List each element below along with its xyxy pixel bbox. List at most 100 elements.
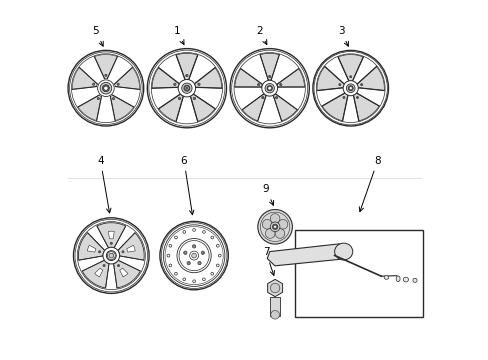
Circle shape	[347, 86, 352, 91]
Circle shape	[191, 253, 196, 258]
Circle shape	[105, 75, 106, 76]
Circle shape	[343, 81, 358, 96]
Polygon shape	[267, 279, 282, 297]
Circle shape	[169, 264, 171, 267]
Circle shape	[198, 261, 201, 265]
Circle shape	[174, 84, 175, 85]
Polygon shape	[322, 93, 347, 121]
Circle shape	[102, 85, 109, 92]
Circle shape	[73, 218, 149, 293]
Circle shape	[184, 252, 186, 254]
Circle shape	[183, 230, 185, 233]
Circle shape	[210, 273, 213, 275]
Polygon shape	[78, 95, 101, 121]
Ellipse shape	[395, 276, 399, 282]
Circle shape	[185, 87, 188, 90]
Circle shape	[262, 219, 271, 229]
Circle shape	[183, 251, 186, 255]
Polygon shape	[242, 94, 265, 121]
Circle shape	[110, 243, 112, 244]
Circle shape	[98, 80, 114, 96]
Circle shape	[107, 252, 115, 260]
Circle shape	[257, 84, 259, 86]
Circle shape	[343, 97, 344, 98]
Bar	[270, 297, 279, 316]
Circle shape	[192, 229, 195, 231]
Circle shape	[122, 251, 124, 253]
Circle shape	[104, 74, 107, 76]
Circle shape	[261, 96, 264, 99]
Polygon shape	[152, 68, 179, 88]
Circle shape	[174, 236, 177, 239]
Polygon shape	[120, 268, 128, 277]
Circle shape	[280, 84, 281, 85]
Circle shape	[278, 219, 287, 229]
Circle shape	[264, 84, 274, 93]
Text: 3: 3	[337, 26, 347, 46]
Circle shape	[183, 85, 189, 91]
Circle shape	[342, 96, 344, 99]
Polygon shape	[273, 94, 297, 121]
Circle shape	[192, 280, 195, 283]
Circle shape	[201, 251, 204, 255]
Polygon shape	[87, 245, 96, 252]
Circle shape	[349, 76, 350, 77]
Circle shape	[338, 84, 340, 86]
Circle shape	[193, 98, 195, 99]
Polygon shape	[190, 94, 215, 121]
Circle shape	[103, 265, 104, 266]
Polygon shape	[126, 245, 135, 252]
Polygon shape	[72, 67, 97, 89]
Circle shape	[103, 247, 120, 264]
Polygon shape	[353, 93, 379, 121]
Circle shape	[99, 251, 100, 252]
Circle shape	[275, 96, 277, 99]
Polygon shape	[260, 53, 279, 80]
Circle shape	[100, 82, 111, 94]
Circle shape	[117, 84, 119, 85]
Polygon shape	[234, 69, 262, 87]
Circle shape	[257, 210, 292, 244]
Circle shape	[193, 246, 195, 247]
Circle shape	[186, 261, 190, 265]
Circle shape	[147, 49, 226, 128]
Ellipse shape	[384, 276, 388, 279]
Circle shape	[179, 240, 209, 271]
Circle shape	[169, 244, 171, 247]
Circle shape	[275, 229, 284, 238]
Circle shape	[272, 224, 277, 230]
Circle shape	[230, 49, 309, 128]
Circle shape	[93, 84, 94, 85]
Circle shape	[198, 84, 199, 85]
Circle shape	[202, 230, 205, 233]
Circle shape	[183, 278, 185, 281]
Polygon shape	[114, 67, 139, 89]
Circle shape	[348, 87, 351, 90]
Circle shape	[197, 83, 200, 85]
Circle shape	[99, 251, 101, 253]
Polygon shape	[113, 260, 140, 288]
Polygon shape	[97, 223, 125, 248]
Circle shape	[160, 221, 228, 290]
Circle shape	[262, 97, 263, 98]
Circle shape	[117, 83, 119, 85]
Circle shape	[270, 214, 279, 223]
Ellipse shape	[403, 277, 407, 282]
Circle shape	[270, 310, 279, 319]
Text: 8: 8	[359, 156, 380, 212]
Polygon shape	[194, 68, 221, 88]
Polygon shape	[108, 231, 114, 239]
Polygon shape	[118, 233, 144, 260]
Circle shape	[267, 86, 271, 90]
Circle shape	[268, 76, 270, 77]
Circle shape	[184, 86, 189, 90]
Circle shape	[346, 84, 354, 93]
Ellipse shape	[334, 243, 352, 260]
Circle shape	[265, 229, 275, 238]
Circle shape	[202, 278, 205, 281]
Circle shape	[122, 251, 123, 252]
Circle shape	[97, 98, 99, 100]
Circle shape	[192, 245, 195, 248]
Circle shape	[109, 253, 113, 258]
Circle shape	[118, 265, 119, 266]
